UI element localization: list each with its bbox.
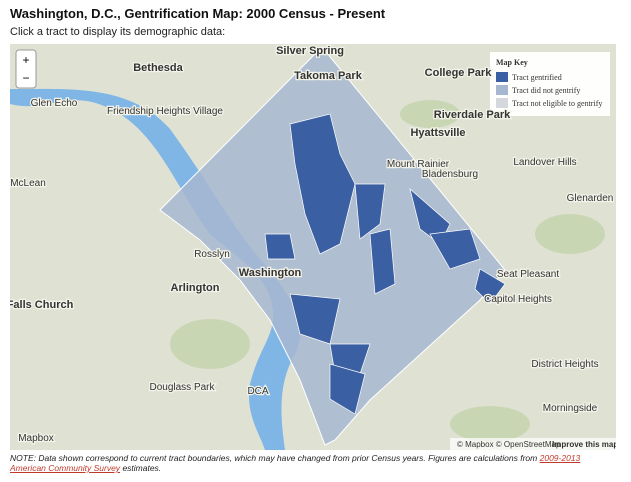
subtitle: Click a tract to display its demographic… (10, 26, 226, 38)
legend-box (490, 52, 610, 116)
place-label: Takoma Park (294, 70, 363, 82)
place-label: Mount Rainier (387, 159, 450, 170)
parks (170, 100, 605, 442)
zoom-in[interactable]: + (22, 53, 29, 67)
place-label: DCA (247, 386, 268, 397)
river (10, 88, 301, 450)
page-title: Washington, D.C., Gentrification Map: 20… (10, 6, 386, 21)
place-label: Silver Spring (276, 45, 344, 57)
place-label: Glenarden (567, 193, 614, 204)
zoom-out[interactable]: − (22, 71, 29, 85)
place-label: Riverdale Park (434, 109, 511, 121)
note: NOTE: Data shown correspond to current t… (10, 453, 610, 473)
place-label: Mapbox (18, 433, 54, 444)
acs-link[interactable]: 2009-2013 American Community Survey (10, 453, 581, 473)
attribution-box (450, 438, 616, 450)
place-label: Friendship Heights Village (107, 106, 223, 117)
gentrified-tracts[interactable] (264, 113, 506, 415)
attribution: © Mapbox © OpenStreetMap (457, 440, 561, 449)
place-label: Morningside (543, 403, 598, 414)
place-label: Glen Echo (31, 98, 78, 109)
place-label: Seat Pleasant (497, 269, 559, 280)
place-label: Capitol Heights (484, 294, 552, 305)
place-label: Bladensburg (422, 169, 478, 180)
legend-swatch (496, 85, 508, 95)
zoom-control: + − (15, 49, 37, 89)
legend-title: Map Key (496, 58, 528, 67)
legend-swatch (496, 98, 508, 108)
place-label: Falls Church (10, 299, 74, 311)
legend-label: Tract gentrified (512, 73, 562, 82)
place-label: Hyattsville (410, 127, 465, 139)
legend-label: Tract did not gentrify (512, 86, 580, 95)
legend-label: Tract not eligible to gentrify (512, 99, 602, 108)
place-label: Rosslyn (194, 249, 230, 260)
place-label: Douglass Park (149, 382, 215, 393)
note-text: NOTE: Data shown correspond to current t… (10, 453, 538, 463)
place-label: McLean (10, 178, 46, 189)
improve-link[interactable]: Improve this map (552, 440, 616, 449)
place-label: District Heights (531, 359, 598, 370)
legend: Map Key Tract gentrified Tract did not ge… (490, 52, 610, 116)
place-label: College Park (425, 67, 493, 79)
place-label: Bethesda (133, 62, 183, 74)
zoom-box (15, 49, 37, 89)
place-label: Washington (239, 267, 302, 279)
place-label: Landover Hills (513, 157, 576, 168)
map: + − Map Key Tract gentrified Tract did no… (10, 44, 616, 450)
note-end: estimates. (122, 463, 162, 473)
place-label: Arlington (171, 282, 220, 294)
legend-swatch (496, 72, 508, 82)
